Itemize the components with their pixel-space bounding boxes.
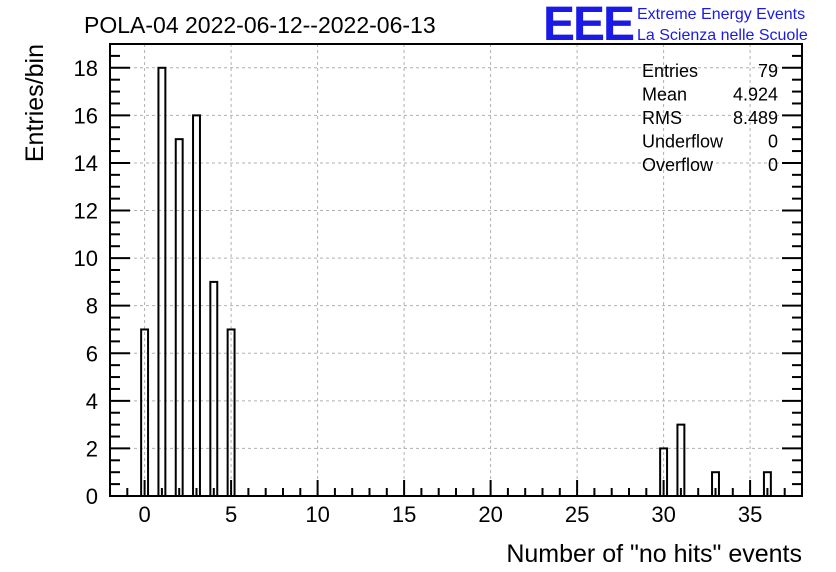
x-tick-label: 20 — [478, 502, 502, 527]
stat-value: 79 — [758, 61, 778, 81]
x-tick-label: 25 — [565, 502, 589, 527]
x-tick-label: 15 — [392, 502, 416, 527]
y-tick-label: 10 — [74, 246, 98, 271]
eee-logo: EEE Extreme Energy Events La Scienza nel… — [543, 0, 808, 51]
stat-value: 8.489 — [733, 108, 778, 128]
logo-line-2: La Scienza nelle Scuole — [637, 27, 808, 44]
logo-mark: EEE — [543, 0, 634, 51]
y-tick-labels: 0 2 4 6 8 10 12 14 16 18 — [74, 56, 98, 509]
stat-value: 0 — [768, 132, 778, 152]
stat-label: Mean — [642, 85, 687, 105]
y-tick-label: 4 — [86, 389, 98, 414]
x-tick-label: 30 — [651, 502, 675, 527]
y-tick-label: 18 — [74, 56, 98, 81]
logo-line-1: Extreme Energy Events — [637, 6, 805, 23]
x-tick-label: 5 — [225, 502, 237, 527]
y-tick-label: 8 — [86, 294, 98, 319]
stat-value: 4.924 — [733, 85, 778, 105]
y-tick-label: 0 — [86, 484, 98, 509]
histogram-bar — [209, 280, 219, 498]
chart-title: POLA-04 2022-06-12--2022-06-13 — [84, 12, 436, 38]
histogram-bar — [174, 138, 184, 497]
y-tick-label: 2 — [86, 436, 98, 461]
y-tick-label: 12 — [74, 199, 98, 224]
stats-box: Entries 79 Mean 4.924 RMS 8.489 Underflow 0 Over… — [642, 61, 778, 175]
histogram-bar — [676, 423, 686, 498]
histogram-bar — [157, 66, 167, 498]
y-axis-title: Entries/bin — [21, 44, 49, 162]
stat-label: Entries — [642, 61, 698, 81]
grid-lines — [110, 44, 802, 496]
stat-value: 0 — [768, 155, 778, 175]
stat-label: Underflow — [642, 132, 724, 152]
y-tick-label: 16 — [74, 103, 98, 128]
x-tick-label: 35 — [738, 502, 762, 527]
x-tick-label: 0 — [138, 502, 150, 527]
plot-frame — [109, 43, 803, 497]
stat-label: RMS — [642, 108, 682, 128]
y-tick-label: 14 — [74, 151, 98, 176]
axis-ticks — [110, 43, 802, 497]
x-tick-label: 10 — [305, 502, 329, 527]
x-tick-labels: 0 5 10 15 20 25 30 35 — [138, 502, 762, 527]
x-axis-title: Number of "no hits" events — [506, 540, 802, 568]
stat-label: Overflow — [642, 155, 714, 175]
y-tick-label: 6 — [86, 341, 98, 366]
